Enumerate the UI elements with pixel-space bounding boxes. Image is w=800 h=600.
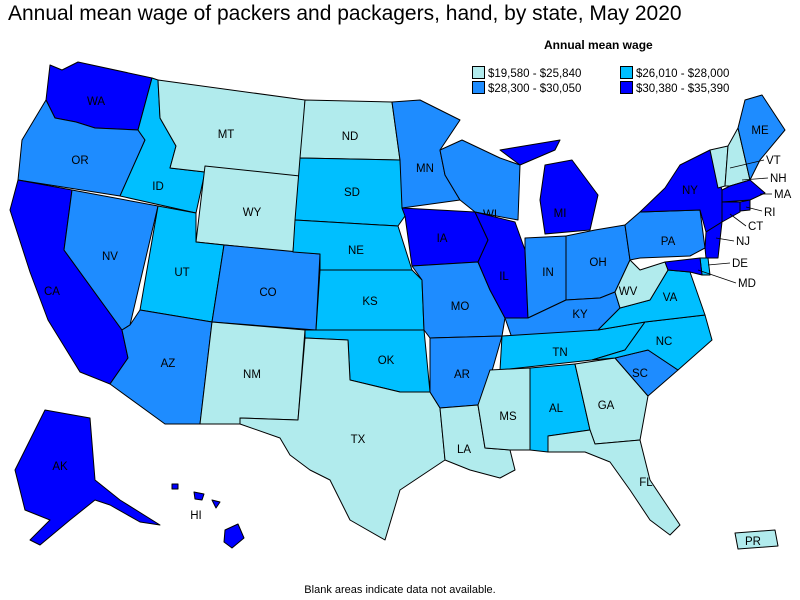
state-label-sd: SD: [344, 187, 360, 199]
legend-label: $26,010 - $28,000: [636, 68, 730, 80]
state-ak[interactable]: AK: [14, 409, 161, 546]
state-tx[interactable]: TX: [239, 337, 446, 541]
state-label-ri: RI: [764, 207, 776, 219]
state-pr[interactable]: PR: [734, 529, 779, 550]
state-label-ca: CA: [44, 286, 60, 298]
state-oh[interactable]: OH: [565, 224, 631, 301]
state-label-il: IL: [499, 271, 509, 283]
state-label-in: IN: [542, 267, 554, 279]
state-label-nv: NV: [102, 251, 118, 263]
state-label-ak: AK: [52, 461, 68, 473]
state-ne[interactable]: NE: [292, 219, 413, 271]
state-label-sc: SC: [632, 368, 648, 380]
state-label-co: CO: [259, 287, 276, 299]
legend-item-bin-3: $28,300 - $30,050: [472, 81, 581, 95]
state-label-mo: MO: [451, 301, 470, 313]
state-label-ar: AR: [454, 369, 470, 381]
legend-label: $30,380 - $35,390: [636, 83, 730, 95]
state-label-wv: WV: [619, 286, 638, 298]
state-label-ks: KS: [362, 296, 378, 308]
state-mt[interactable]: MT: [157, 79, 306, 181]
state-label-wa: WA: [87, 96, 105, 108]
state-label-ct: CT: [748, 221, 763, 233]
state-label-ga: GA: [598, 400, 615, 412]
state-label-nm: NM: [243, 369, 261, 381]
state-sd[interactable]: SD: [294, 157, 406, 227]
legend-item-bin-1: $19,580 - $25,840: [472, 66, 581, 80]
state-nm[interactable]: NM: [199, 321, 306, 425]
state-label-md: MD: [738, 278, 756, 290]
state-label-ms: MS: [499, 411, 517, 423]
state-al[interactable]: AL: [529, 363, 591, 453]
state-ia[interactable]: IA: [401, 207, 489, 267]
legend-swatch: [472, 66, 485, 79]
state-label-al: AL: [549, 403, 564, 415]
state-label-ma: MA: [774, 189, 792, 201]
state-co[interactable]: CO: [211, 244, 321, 331]
state-label-ia: IA: [437, 233, 448, 245]
state-label-ut: UT: [174, 267, 189, 279]
state-label-de: DE: [732, 258, 748, 270]
state-nc[interactable]: NC: [591, 314, 713, 371]
state-label-vt: VT: [766, 155, 781, 167]
state-label-tn: TN: [552, 347, 567, 359]
state-nj[interactable]: [704, 221, 723, 259]
legend-label: $28,300 - $30,050: [488, 83, 582, 95]
state-label-ny: NY: [682, 185, 698, 197]
state-hi[interactable]: HI: [171, 483, 245, 549]
state-label-pa: PA: [661, 236, 676, 248]
legend-swatch: [620, 81, 633, 94]
state-label-oh: OH: [589, 257, 606, 269]
state-mi[interactable]: MI: [499, 139, 599, 235]
state-label-ky: KY: [572, 309, 588, 321]
state-label-pr: PR: [745, 536, 761, 548]
state-label-nc: NC: [656, 336, 673, 348]
state-label-mi: MI: [554, 208, 567, 220]
state-label-az: AZ: [161, 358, 176, 370]
state-mn[interactable]: MN: [391, 99, 461, 209]
state-label-va: VA: [663, 292, 678, 304]
state-label-ne: NE: [348, 245, 364, 257]
legend-swatch: [472, 81, 485, 94]
state-label-hi: HI: [190, 510, 202, 522]
legend-title: Annual mean wage: [544, 38, 653, 52]
state-label-nh: NH: [770, 173, 787, 185]
legend-swatch: [620, 66, 633, 79]
state-label-fl: FL: [639, 477, 653, 489]
state-ct[interactable]: [721, 201, 741, 223]
state-label-me: ME: [751, 125, 769, 137]
callout-leaders: [697, 159, 772, 284]
legend-item-bin-4: $30,380 - $35,390: [620, 81, 729, 95]
state-label-or: OR: [71, 155, 88, 167]
state-label-tx: TX: [351, 434, 366, 446]
state-label-la: LA: [457, 444, 471, 456]
state-label-mt: MT: [218, 129, 235, 141]
legend-label: $19,580 - $25,840: [488, 68, 582, 80]
state-label-ok: OK: [378, 355, 395, 367]
state-label-nd: ND: [342, 131, 359, 143]
state-ks[interactable]: KS: [315, 269, 425, 331]
state-label-mn: MN: [416, 163, 434, 175]
footnote: Blank areas indicate data not available.: [304, 584, 496, 596]
state-md[interactable]: [664, 257, 703, 276]
state-fl[interactable]: FL: [547, 429, 681, 536]
state-label-wy: WY: [243, 207, 262, 219]
state-ri[interactable]: [739, 199, 751, 212]
state-label-id: ID: [152, 181, 164, 193]
state-pa[interactable]: PA: [624, 209, 706, 261]
legend-item-bin-2: $26,010 - $28,000: [620, 66, 729, 80]
map-title: Annual mean wage of packers and packager…: [8, 2, 682, 25]
state-ms[interactable]: MS: [477, 367, 531, 451]
state-wy[interactable]: WY: [195, 165, 301, 253]
state-label-nj: NJ: [736, 236, 750, 248]
state-nd[interactable]: ND: [299, 99, 401, 161]
